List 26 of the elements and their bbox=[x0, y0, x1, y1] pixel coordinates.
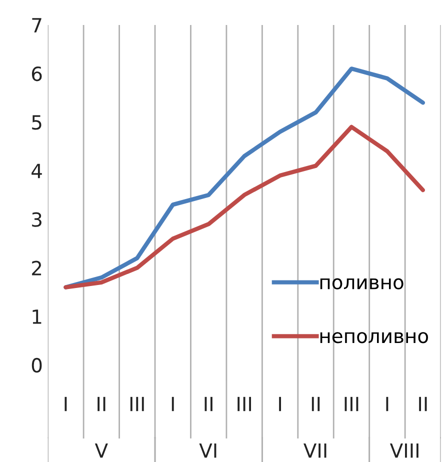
y-tick-label: 2 bbox=[32, 260, 42, 276]
y-tick-label: 4 bbox=[32, 164, 42, 178]
y-tick-label: 3 bbox=[32, 212, 42, 227]
y-tick-label: 1 bbox=[32, 310, 42, 324]
x-tick-label: II bbox=[98, 396, 106, 412]
x-tick-label: II bbox=[312, 396, 320, 412]
y-tick-label: 5 bbox=[32, 115, 42, 130]
legend-label: неполивно bbox=[320, 332, 428, 344]
x-tick-label: I bbox=[279, 396, 281, 412]
text: VIII bbox=[390, 443, 418, 458]
x-tick-label: III bbox=[238, 396, 252, 412]
text: V bbox=[94, 443, 108, 458]
x-tick-label: I bbox=[386, 396, 388, 412]
y-tick-label: 0 bbox=[32, 358, 42, 373]
text: VII bbox=[304, 443, 326, 458]
legend-label: поливно bbox=[320, 278, 404, 290]
line-series bbox=[64, 124, 426, 290]
y-tick-label: 7 bbox=[32, 18, 42, 32]
x-tick-label: II bbox=[204, 396, 212, 412]
y-tick-label: 6 bbox=[32, 66, 42, 82]
x-tick-label: I bbox=[64, 396, 67, 412]
x-tick-label: I bbox=[172, 396, 174, 412]
x-tick-label: III bbox=[130, 396, 144, 412]
x-tick-label: III bbox=[344, 396, 358, 412]
x-tick-label: II bbox=[419, 396, 427, 412]
text: VI bbox=[199, 443, 216, 458]
